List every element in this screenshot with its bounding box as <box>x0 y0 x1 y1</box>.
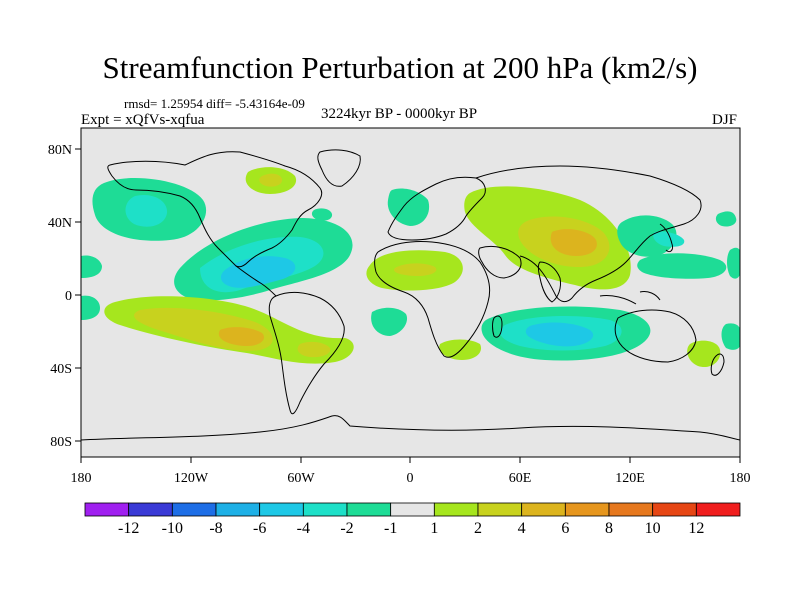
anomaly-nw-pacific-inner <box>653 231 685 247</box>
colorbar-label: -2 <box>340 520 353 537</box>
lon-label-180w: 180 <box>71 471 92 486</box>
anomaly-tropical-africa-inner <box>394 263 437 276</box>
coastline-greenland <box>317 149 361 187</box>
coastline-africa <box>374 241 491 358</box>
colorbar-label: 8 <box>605 520 613 537</box>
colorbar-swatch <box>346 502 392 517</box>
lon-label-60w: 60W <box>287 471 315 486</box>
contour-fields <box>81 167 740 368</box>
lat-label-0: 0 <box>65 289 72 304</box>
anomaly-far-east-south <box>721 323 740 350</box>
coastline-antarctica <box>81 415 740 441</box>
anomaly-far-west-south <box>81 295 100 320</box>
colorbar-swatch <box>390 502 435 517</box>
coastline-arabia <box>478 245 522 279</box>
anomaly-far-east-north <box>715 211 737 227</box>
colorbar-swatch <box>433 502 479 517</box>
anomaly-europe-outer <box>387 188 430 226</box>
anomaly-dateline-east <box>727 247 740 279</box>
coastline-central-america <box>235 265 277 297</box>
colorbar-swatch <box>171 502 217 517</box>
lat-label-40n: 40N <box>48 216 72 231</box>
anomaly-dateline-west <box>81 255 102 278</box>
lon-label-120w: 120W <box>174 471 209 486</box>
colorbar-swatch <box>608 502 654 517</box>
lat-label-40s: 40S <box>50 362 72 377</box>
coastline-south-america <box>268 291 345 415</box>
coastline-new-zealand <box>710 353 725 376</box>
lon-label-0: 0 <box>407 471 414 486</box>
period-label: 3224kyr BP - 0000kyr BP <box>321 106 478 122</box>
colorbar-swatch <box>652 502 697 517</box>
anomaly-north-pacific-inner <box>125 194 168 227</box>
coastline-north-america <box>107 151 323 268</box>
colorbar-swatch <box>215 502 261 517</box>
lat-label-80n: 80N <box>48 143 72 158</box>
map-title: Streamfunction Perturbation at 200 hPa (… <box>102 50 698 85</box>
colorbar-swatch <box>521 502 566 517</box>
experiment-label: Expt = xQfVs-xqfua <box>81 112 205 128</box>
anomaly-new-zealand <box>687 340 721 368</box>
colorbar-swatch <box>477 502 523 517</box>
anomaly-hudson-bay-inner <box>259 173 283 187</box>
anomaly-south-indian-core <box>525 322 594 347</box>
latitude-axis: 80N 40N 0 40S 80S <box>48 143 81 450</box>
colorbar-label: 1 <box>430 520 438 537</box>
coastlines <box>81 149 740 441</box>
colorbar-swatch <box>564 502 610 517</box>
lon-label-120e: 120E <box>615 471 645 486</box>
anomaly-caribbean-core <box>220 256 296 288</box>
colorbar-label: 2 <box>474 520 482 537</box>
colorbar-label: 4 <box>518 520 526 537</box>
lon-label-60e: 60E <box>509 471 532 486</box>
colorbar-label: -8 <box>209 520 222 537</box>
anomaly-south-atlantic-negative <box>371 307 408 336</box>
anomaly-tibet-core <box>550 229 597 256</box>
coastline-madagascar <box>492 315 503 338</box>
colorbar: -12 -10 -8 -6 -4 -2 -1 1 2 4 6 8 10 12 <box>84 502 741 537</box>
coastline-japan <box>659 223 673 253</box>
lon-label-180e: 180 <box>730 471 751 486</box>
colorbar-label: -4 <box>297 520 310 537</box>
coastline-india <box>538 261 561 303</box>
coastline-asia <box>475 165 702 303</box>
colorbar-swatch <box>84 502 130 517</box>
anomaly-north-pacific-east <box>637 253 727 279</box>
anomaly-south-america-inner <box>297 341 331 358</box>
lat-label-80s: 80S <box>50 435 72 450</box>
colorbar-label: -10 <box>162 520 183 537</box>
coastline-europe <box>387 176 486 241</box>
anomaly-atlantic-small <box>311 208 333 221</box>
colorbar-label: 12 <box>688 520 704 537</box>
anomaly-south-atlantic-small <box>439 339 482 360</box>
season-label: DJF <box>712 112 738 128</box>
stats-line: rmsd= 1.25954 diff= -5.43164e-09 <box>124 96 305 111</box>
colorbar-label: 10 <box>645 520 661 537</box>
longitude-axis: 180 120W 60W 0 60E 120E 180 <box>71 457 751 486</box>
colorbar-swatch <box>695 502 741 517</box>
coastline-australia <box>614 309 697 363</box>
colorbar-label: -12 <box>118 520 139 537</box>
colorbar-label: -1 <box>384 520 397 537</box>
coastline-indonesia <box>599 291 661 305</box>
colorbar-swatch <box>259 502 304 517</box>
colorbar-label: -6 <box>253 520 266 537</box>
colorbar-label: 6 <box>561 520 569 537</box>
anomaly-south-pacific-core <box>218 327 265 346</box>
colorbar-swatch <box>128 502 173 517</box>
colorbar-swatch <box>302 502 348 517</box>
